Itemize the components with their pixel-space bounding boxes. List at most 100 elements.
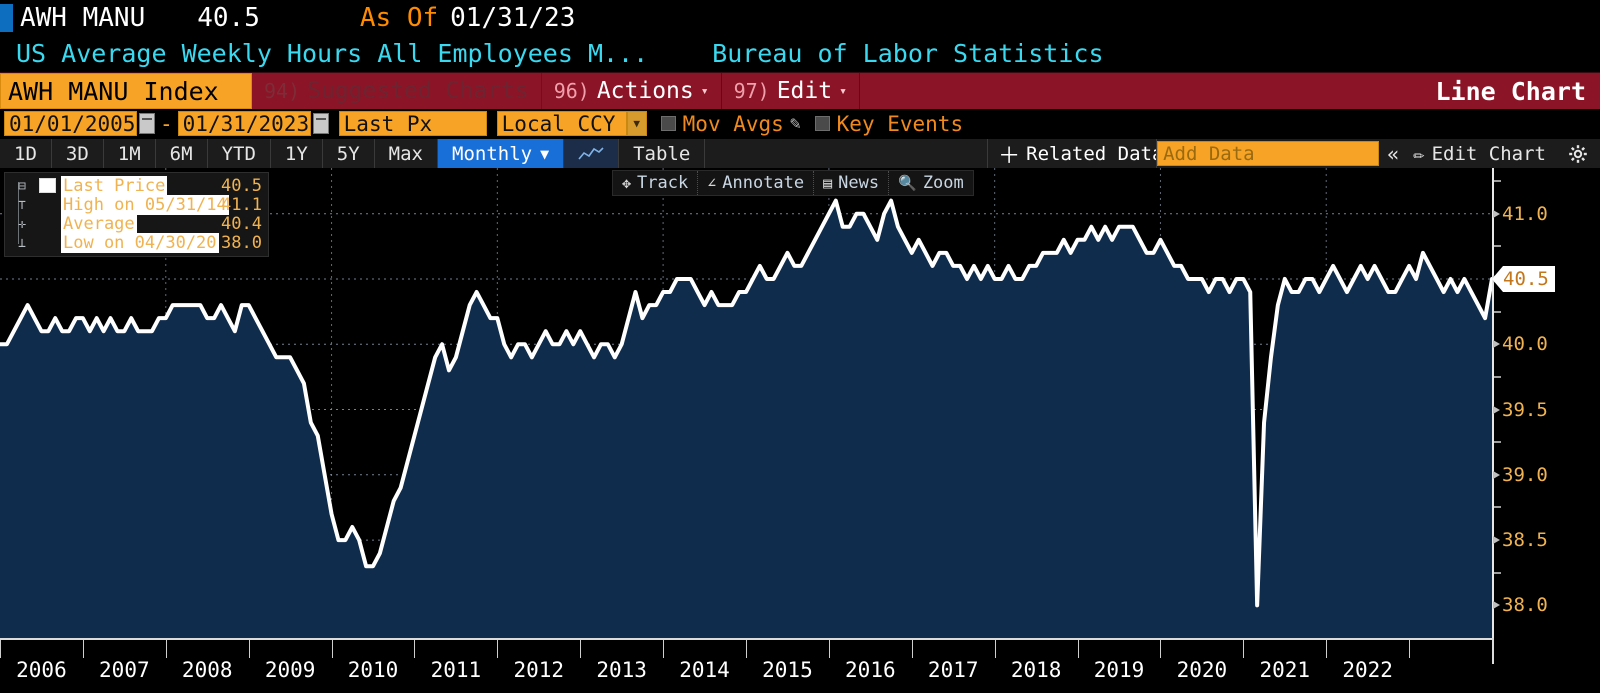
track-tool[interactable]: ✥ Track — [613, 171, 699, 195]
add-data-input[interactable]: Add Data — [1157, 141, 1380, 166]
security-description: US Average Weekly Hours All Employees M.… — [16, 38, 649, 68]
chart-type-title: Line Chart — [1435, 76, 1586, 106]
legend-row: High on 05/31/14 41.1 — [39, 194, 262, 215]
legend-label: Average — [61, 213, 137, 234]
x-tick-label: 2010 — [347, 658, 399, 682]
x-axis[interactable]: 2006 2007 2008 2009 2010 2011 2012 2013 2014 2015… — [0, 638, 1600, 693]
y-tick-label: 40.0 — [1502, 333, 1548, 356]
line-chart-icon[interactable] — [564, 139, 620, 168]
edit-button[interactable]: 97) Edit ▾ — [722, 73, 860, 109]
related-data-label: Related Data — [1026, 142, 1158, 165]
x-tick-label: 2015 — [762, 658, 813, 682]
y-tick-arrow-icon — [1493, 209, 1501, 218]
y-tick-minor — [1494, 310, 1501, 313]
annotate-tool[interactable]: ∠ Annotate — [698, 171, 815, 195]
date-from-input[interactable]: 01/01/2005 — [4, 111, 137, 136]
y-tick-minor — [1494, 245, 1501, 248]
calendar-icon[interactable] — [139, 113, 155, 134]
y-tick-label: 38.0 — [1502, 594, 1548, 617]
range-5y[interactable]: 5Y — [323, 139, 375, 168]
range-max[interactable]: Max — [375, 139, 438, 168]
periodicity-select[interactable]: Monthly ▼ — [438, 139, 565, 168]
y-tick-label: 41.0 — [1502, 202, 1548, 225]
date-range-separator: - — [160, 111, 173, 136]
collapse-icon[interactable]: « — [1387, 141, 1400, 166]
legend-row: Average 40.4 — [39, 213, 262, 234]
angle-icon: ∠ — [707, 174, 717, 192]
range-ytd[interactable]: YTD — [208, 139, 271, 168]
y-axis[interactable]: 40.5 38.038.539.039.540.040.541.0 — [1492, 168, 1600, 638]
pencil-icon[interactable]: ✎ — [789, 113, 801, 134]
range-1m[interactable]: 1M — [104, 139, 156, 168]
legend-label-wrap: High on 05/31/14 — [61, 194, 229, 215]
actions-button[interactable]: 96) Actions ▾ — [542, 73, 722, 109]
x-tick — [1077, 640, 1079, 658]
x-tick-label: 2007 — [99, 658, 150, 682]
mov-avgs-checkbox[interactable] — [660, 116, 676, 131]
collapse-box-icon[interactable]: ⊟ — [18, 179, 26, 194]
edit-number: 97) — [733, 79, 770, 103]
currency-select[interactable]: Local CCY — [496, 111, 627, 136]
zoom-tool[interactable]: 🔍 Zoom — [889, 171, 973, 195]
x-tick — [663, 640, 665, 658]
table-view-button[interactable]: Table — [619, 139, 706, 168]
y-tick-minor — [1494, 506, 1501, 509]
gear-icon[interactable] — [1560, 139, 1600, 168]
related-data-button[interactable]: ＋ Related Data — [987, 139, 1158, 168]
x-tick — [994, 640, 996, 658]
legend-label: Last Price — [61, 175, 168, 196]
x-tick — [911, 640, 913, 658]
key-events-checkbox[interactable] — [814, 116, 830, 131]
crosshair-icon: ✥ — [622, 174, 632, 192]
chevron-down-icon: ▾ — [839, 83, 847, 99]
y-tick-arrow-icon — [1493, 340, 1501, 349]
legend-tree: ⊟ ⊤ ✛ ⊥ — [9, 176, 39, 252]
legend-label: Low on 04/30/20 — [61, 232, 219, 253]
price-field-input[interactable]: Last Px — [338, 111, 487, 136]
chart-tools-bar: ✥ Track ∠ Annotate ▤ News 🔍 Zoom — [612, 170, 974, 196]
y-tick-minor — [1494, 571, 1501, 574]
range-1d[interactable]: 1D — [0, 139, 52, 168]
legend-label-wrap: Average — [61, 213, 209, 234]
mov-avgs-label: Mov Avgs — [682, 111, 784, 136]
last-price-flag: 40.5 — [1492, 265, 1555, 292]
y-tick-label: 39.0 — [1502, 463, 1548, 486]
x-tick-label: 2020 — [1176, 658, 1228, 682]
x-tick-label: 2018 — [1010, 658, 1062, 682]
news-label: News — [838, 173, 880, 193]
last-price-flag-value: 40.5 — [1503, 265, 1555, 292]
zoom-label: Zoom — [922, 173, 964, 193]
x-tick-label: 2006 — [16, 658, 67, 682]
key-events-label: Key Events — [836, 111, 964, 136]
range-6m[interactable]: 6M — [156, 139, 208, 168]
legend-value: 40.4 — [221, 213, 262, 234]
chevron-down-icon[interactable]: ▼ — [626, 111, 647, 136]
ticker-input[interactable]: AWH MANU Index — [0, 73, 252, 109]
y-tick-minor — [1494, 375, 1501, 378]
suggested-charts-button[interactable]: 94) Suggested Charts — [252, 73, 542, 109]
magnifier-icon: 🔍 — [898, 174, 917, 192]
chart-toolbar: 1D 3D 1M 6M YTD 1Y 5Y Max Monthly ▼ Tabl… — [0, 138, 1600, 168]
x-tick-label: 2013 — [596, 658, 647, 682]
security-ticker: AWH MANU — [20, 3, 146, 33]
suggested-charts-number: 94) — [264, 79, 301, 103]
range-3d[interactable]: 3D — [52, 139, 104, 168]
news-icon: ▤ — [823, 174, 833, 192]
y-tick-label: 38.5 — [1502, 529, 1548, 552]
y-tick-label: 39.5 — [1502, 398, 1548, 421]
edit-chart-button[interactable]: ✏ Edit Chart — [1407, 139, 1560, 168]
calendar-icon[interactable] — [312, 113, 329, 134]
date-to-input[interactable]: 01/31/2023 — [177, 111, 311, 136]
x-tick — [0, 640, 1, 658]
y-tick-arrow-icon — [1493, 536, 1501, 545]
pencil-icon: ✏ — [1413, 142, 1425, 165]
range-1y[interactable]: 1Y — [271, 139, 323, 168]
x-tick-label: 2017 — [927, 658, 979, 682]
x-tick-label: 2014 — [679, 658, 730, 682]
suggested-charts-label: Suggested Charts — [307, 78, 529, 104]
news-tool[interactable]: ▤ News — [814, 171, 890, 195]
legend-label: High on 05/31/14 — [61, 194, 229, 215]
chart-legend[interactable]: ⊟ ⊤ ✛ ⊥ Last Price 40.5 High on 05/31/14… — [4, 172, 269, 257]
legend-spacer — [39, 216, 56, 231]
y-tick-minor — [1494, 441, 1501, 444]
